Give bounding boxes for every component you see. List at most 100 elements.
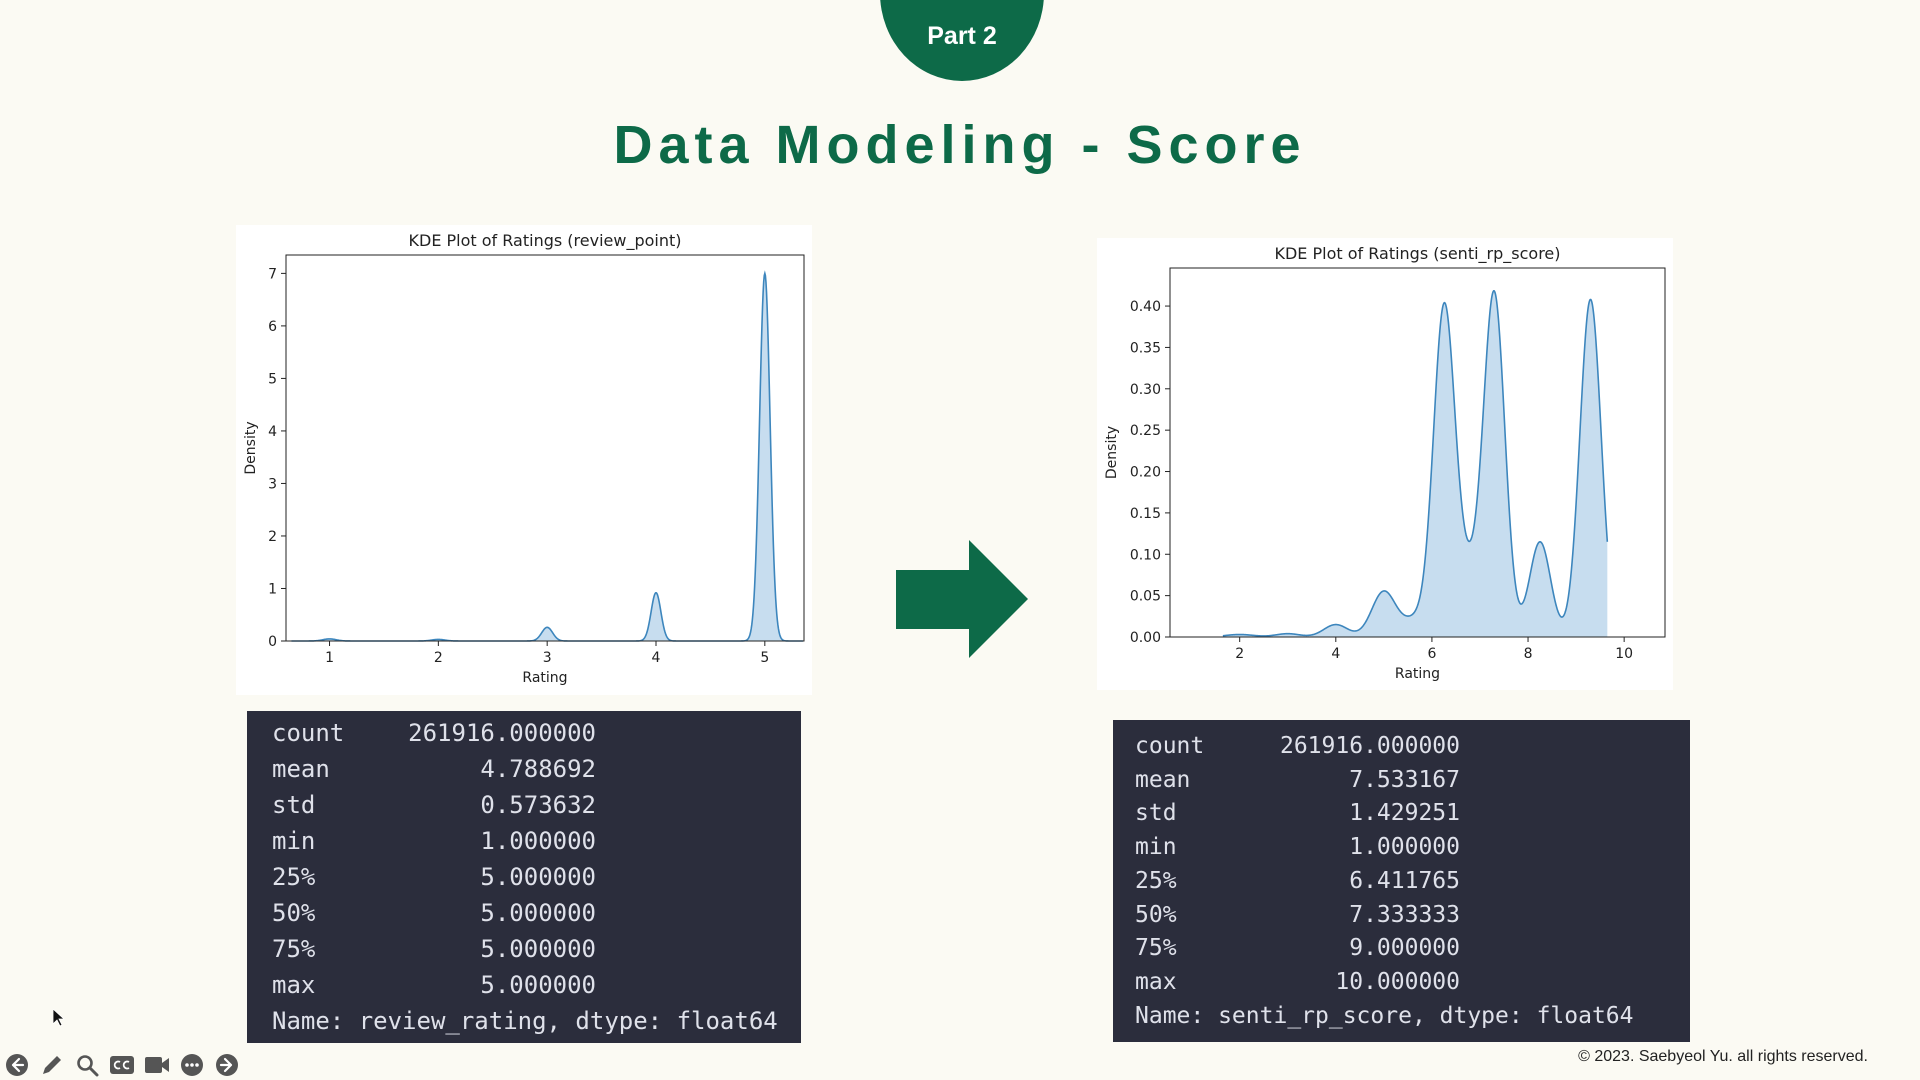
stats-rows: count 261916.000000 mean 7.533167 std 1.429… <box>1135 730 1690 1000</box>
stats-value: 5.000000 <box>480 971 596 999</box>
y-tick-label: 0.40 <box>1130 299 1161 315</box>
stats-row: 75% 5.000000 <box>272 931 801 967</box>
stats-value: 10.000000 <box>1335 968 1460 995</box>
camera-button[interactable] <box>144 1052 170 1078</box>
y-tick-label: 0.25 <box>1130 423 1161 439</box>
part-label: Part 2 <box>927 22 997 50</box>
stats-key: 75% <box>1135 935 1177 962</box>
y-tick-label: 4 <box>268 424 277 440</box>
stats-row: mean 4.788692 <box>272 751 801 787</box>
stats-value: 0.573632 <box>480 791 596 819</box>
camera-icon <box>145 1057 169 1073</box>
zoom-button[interactable] <box>74 1052 100 1078</box>
stats-key: 50% <box>272 899 316 927</box>
stats-row: 50% 7.333333 <box>1135 899 1690 933</box>
stats-value: 1.429251 <box>1349 800 1460 827</box>
chart-title: KDE Plot of Ratings (review_point) <box>409 231 682 251</box>
stats-row: min 1.000000 <box>1135 831 1690 865</box>
captions-icon <box>110 1056 134 1074</box>
previous-slide-button[interactable] <box>4 1052 30 1078</box>
kde-chart-senti-rp-score-svg: 2 4 6 8 10 0.00 0.05 0.10 0.15 0.20 0.25 0.30 0.35 0.… <box>1104 244 1666 682</box>
stats-value: 5.000000 <box>480 935 596 963</box>
next-slide-icon <box>216 1054 238 1076</box>
stats-value: 5.000000 <box>480 863 596 891</box>
stats-value: 5.000000 <box>480 899 596 927</box>
stats-output-senti-rp-score: count 261916.000000 mean 7.533167 std 1.429… <box>1113 720 1690 1042</box>
right-arrow-icon <box>896 540 1028 658</box>
stats-rows: count 261916.000000 mean 4.788692 std 0.573… <box>272 715 801 1003</box>
stats-row: min 1.000000 <box>272 823 801 859</box>
y-tick-label: 1 <box>268 581 277 597</box>
mouse-cursor-icon <box>53 1009 65 1027</box>
stats-key: std <box>272 791 316 819</box>
x-tick-label: 2 <box>1235 646 1244 662</box>
stats-value: 1.000000 <box>480 827 596 855</box>
stats-value: 4.788692 <box>480 755 596 783</box>
stats-value: 7.333333 <box>1349 901 1460 928</box>
plot-frame <box>1169 267 1666 638</box>
x-tick-label: 4 <box>652 650 661 666</box>
stats-value: 261916.000000 <box>408 719 596 747</box>
stats-output-review-rating: count 261916.000000 mean 4.788692 std 0.573… <box>247 711 801 1043</box>
x-tick-label: 1 <box>325 650 334 666</box>
y-tick-label: 0 <box>268 634 277 650</box>
y-axis-label: Density <box>1104 426 1120 479</box>
stats-key: count <box>272 719 345 747</box>
stats-key: mean <box>1135 766 1191 793</box>
y-tick-label: 5 <box>268 371 277 387</box>
stats-value: 261916.000000 <box>1279 733 1460 759</box>
next-slide-button[interactable] <box>214 1052 240 1078</box>
y-tick-label: 0.10 <box>1130 547 1161 563</box>
stats-key: std <box>1135 800 1177 827</box>
stats-key: 50% <box>1135 901 1177 928</box>
stats-footer: Name: review_rating, dtype: float64 <box>272 1007 778 1035</box>
x-tick-label: 5 <box>760 650 769 666</box>
stats-footer: Name: senti_rp_score, dtype: float64 <box>1135 1002 1634 1029</box>
y-tick-label: 3 <box>268 476 277 492</box>
y-tick-label: 2 <box>268 529 277 545</box>
presentation-toolbar <box>4 1052 240 1078</box>
y-tick-label: 0.35 <box>1130 340 1161 356</box>
kde-line <box>1222 290 1609 637</box>
chart-title: KDE Plot of Ratings (senti_rp_score) <box>1274 244 1560 264</box>
pen-tool-button[interactable] <box>39 1052 65 1078</box>
plot-frame <box>285 254 805 642</box>
x-tick-label: 6 <box>1427 646 1436 662</box>
more-options-icon <box>181 1054 203 1076</box>
kde-chart-review-point: 1 2 3 4 5 0 1 2 3 4 5 6 7 KDE Plot of Ratings (review… <box>236 225 812 695</box>
stats-key: count <box>1135 733 1205 759</box>
slide-title: Data Modeling - Score <box>613 115 1307 175</box>
stats-row: count 261916.000000 <box>272 715 801 751</box>
stats-key: 25% <box>1135 867 1177 894</box>
stats-value: 7.533167 <box>1349 766 1460 793</box>
x-tick-label: 8 <box>1524 646 1533 662</box>
x-axis-label: Rating <box>1395 666 1440 682</box>
stats-row: std 0.573632 <box>272 787 801 823</box>
previous-slide-icon <box>6 1054 28 1076</box>
stats-key: max <box>1135 968 1177 995</box>
y-tick-label: 0.20 <box>1130 465 1161 481</box>
stats-row: max 10.000000 <box>1135 966 1690 1000</box>
stats-value: 9.000000 <box>1349 935 1460 962</box>
x-tick-label: 2 <box>434 650 443 666</box>
x-tick-label: 3 <box>543 650 552 666</box>
y-axis-label: Density <box>243 421 259 474</box>
stats-row: 75% 9.000000 <box>1135 932 1690 966</box>
y-tick-label: 7 <box>268 266 277 282</box>
kde-line <box>291 270 803 642</box>
stats-key: min <box>272 827 316 855</box>
kde-area <box>291 273 803 641</box>
x-axis-label: Rating <box>522 670 567 686</box>
kde-area <box>1222 290 1608 637</box>
kde-chart-review-point-svg: 1 2 3 4 5 0 1 2 3 4 5 6 7 KDE Plot of Ratings (review… <box>243 231 805 686</box>
y-tick-label: 0.30 <box>1130 382 1161 398</box>
stats-key: max <box>272 971 316 999</box>
kde-chart-senti-rp-score: 2 4 6 8 10 0.00 0.05 0.10 0.15 0.20 0.25 0.30 0.35 0.… <box>1097 238 1673 690</box>
more-options-button[interactable] <box>179 1052 205 1078</box>
x-tick-label: 4 <box>1331 646 1340 662</box>
stats-value: 6.411765 <box>1349 867 1460 894</box>
captions-button[interactable] <box>109 1052 135 1078</box>
stats-row: 25% 5.000000 <box>272 859 801 895</box>
zoom-icon <box>77 1055 99 1077</box>
y-tick-label: 6 <box>268 319 277 335</box>
